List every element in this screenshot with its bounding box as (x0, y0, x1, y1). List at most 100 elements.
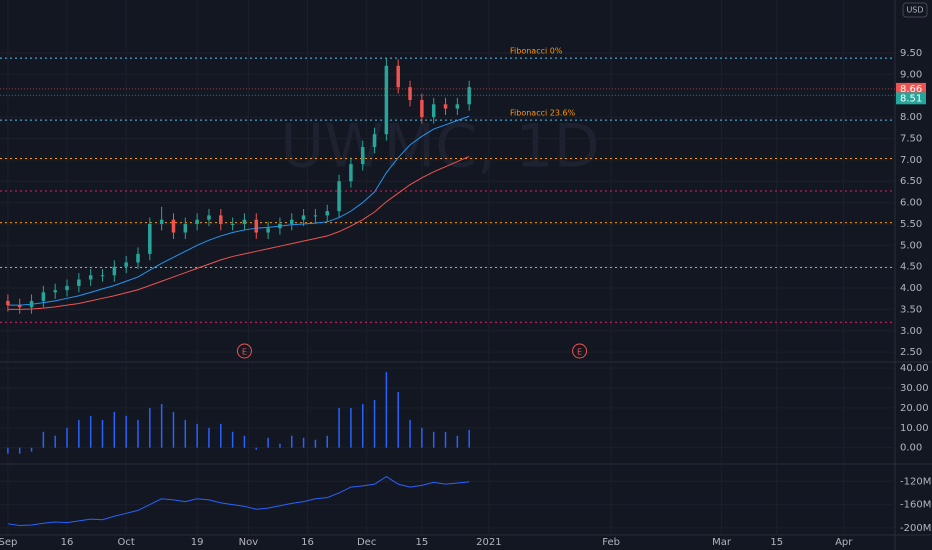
y-tick-label: 8.00 (900, 112, 922, 123)
candle-body (230, 223, 235, 225)
x-tick-label: Oct (118, 537, 135, 548)
candle-body (124, 262, 128, 267)
volume-bar (397, 392, 399, 448)
y-tick-label: 6.00 (900, 198, 922, 209)
event-label: E (577, 348, 582, 357)
level-label: Fibonacci 0% (510, 47, 563, 56)
candle-body (384, 65, 389, 135)
volume-bar (137, 419, 139, 448)
x-tick-label: 16 (301, 537, 314, 548)
candle-body (17, 305, 22, 308)
volume-bar (267, 437, 269, 448)
volume-bar (125, 415, 127, 448)
x-tick-label: 15 (770, 537, 783, 548)
volume-bar (314, 439, 317, 448)
volume-bar (421, 427, 423, 448)
y-tick-label: 4.50 (900, 262, 922, 273)
moving-average (7, 155, 470, 310)
volume-bar (208, 427, 210, 448)
y-tick-label: -200M (900, 523, 931, 534)
candle-body (396, 65, 400, 88)
candle-body (242, 219, 247, 224)
y-tick-label: 40.00 (900, 363, 929, 374)
volume-bar (231, 431, 234, 448)
volume-bar (279, 443, 281, 448)
currency-box (902, 2, 928, 18)
price-label: 8.66 (900, 84, 922, 95)
x-tick-label: Sep (0, 537, 17, 548)
x-tick-label: 15 (416, 537, 429, 548)
price-box (896, 82, 926, 95)
volume-bar (18, 447, 21, 454)
candle-body (65, 285, 69, 291)
candle-body (148, 223, 152, 254)
y-tick-label: 5.00 (900, 240, 922, 251)
y-tick-label: 4.00 (900, 283, 922, 294)
candle-body (136, 253, 140, 263)
x-tick-label: 16 (61, 537, 74, 548)
volume-bar (243, 435, 246, 448)
volume-bar (66, 427, 68, 448)
candle-body (420, 100, 424, 118)
x-tick-label: Mar (712, 537, 732, 548)
volume-bar (78, 419, 80, 448)
candle-body (325, 211, 329, 216)
volume-bar (54, 435, 56, 448)
volume-bar (456, 435, 459, 448)
y-tick-label: 6.50 (900, 176, 922, 187)
volume-bar (385, 372, 388, 448)
candle-body (431, 104, 436, 118)
y-tick-label: 5.50 (900, 219, 922, 230)
y-tick-label: 3.00 (900, 326, 922, 337)
volume-bar (302, 437, 305, 448)
candle-body (219, 215, 223, 224)
x-tick-label: Dec (357, 537, 376, 548)
candle-body (195, 219, 199, 224)
candle-body (443, 104, 448, 109)
candle-body (254, 219, 259, 233)
volume-bar (326, 435, 328, 448)
y-tick-label: 10.00 (900, 423, 929, 434)
candle-body (278, 223, 282, 229)
x-tick-label: 2021 (476, 537, 501, 548)
volume-bar (149, 407, 151, 448)
currency: USD (906, 6, 923, 15)
event-marker (572, 343, 588, 359)
volume-bar (220, 423, 222, 448)
volume-bar (196, 423, 198, 448)
candle-body (349, 164, 353, 182)
x-tick-label: Nov (239, 537, 259, 548)
y-tick-label: 9.50 (900, 48, 922, 59)
y-tick-label: 0.00 (900, 443, 922, 454)
volume-bar (255, 447, 258, 450)
x-tick-label: Apr (835, 537, 853, 548)
volume-bar (444, 431, 447, 448)
candle-body (88, 275, 93, 280)
moving-average (7, 115, 470, 306)
y-tick-label: 3.50 (900, 304, 922, 315)
volume-bar (184, 419, 187, 448)
indicator-line (7, 475, 470, 527)
candle-body (171, 219, 176, 233)
volume-bar (409, 419, 411, 448)
price-box (896, 92, 926, 105)
x-tick-label: 19 (191, 537, 204, 548)
candle-body (207, 215, 211, 220)
candle-body (290, 219, 294, 224)
candle-body (372, 134, 377, 148)
event-label: E (242, 348, 247, 357)
volume-bar (373, 399, 376, 448)
volume-bar (30, 447, 33, 452)
volume-bar (7, 447, 9, 454)
candle-body (100, 275, 105, 277)
candle-body (408, 87, 412, 101)
y-tick-label: -160M (900, 500, 931, 511)
y-tick-label: 30.00 (900, 383, 929, 394)
volume-bar (172, 411, 175, 448)
volume-bar (42, 431, 45, 448)
event-marker (236, 343, 252, 359)
watermark: UWMC, 1D (280, 112, 599, 182)
volume-bar (338, 407, 340, 448)
